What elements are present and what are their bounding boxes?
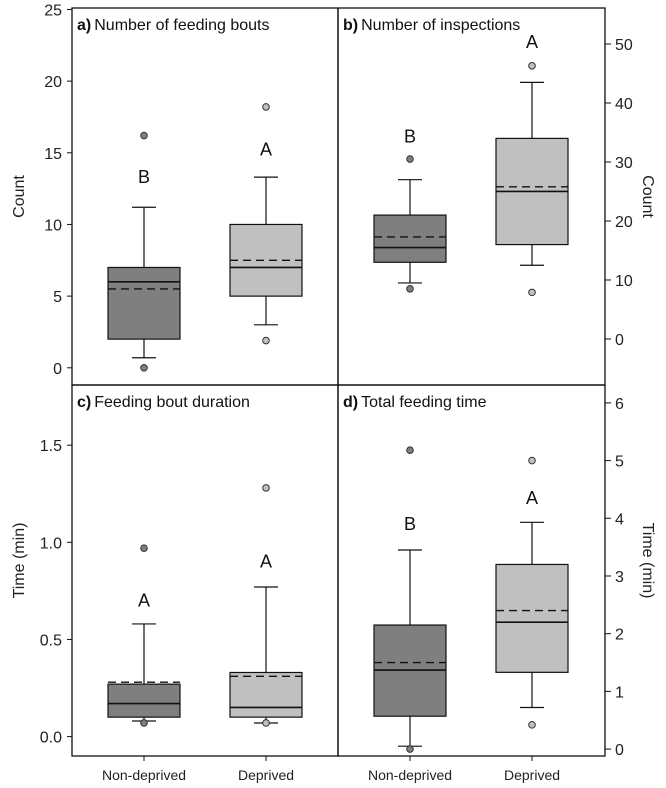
- panel-a: a) Number of feeding bouts 0 5 10 15 20 25 Count…: [11, 2, 339, 386]
- box-non-deprived: A: [107, 544, 181, 727]
- significance-letter: A: [526, 32, 538, 52]
- outlier-point: [140, 363, 148, 372]
- outlier-point: [406, 745, 414, 753]
- y-tick-label: 5: [615, 454, 624, 471]
- panel-title-text: Number of feeding bouts: [94, 17, 269, 34]
- iqr-box: [107, 266, 181, 340]
- panel-tag: a): [77, 17, 91, 34]
- y-tick-label: 1.5: [40, 438, 62, 455]
- outlier-point: [140, 719, 148, 727]
- outlier-point: [140, 131, 148, 140]
- significance-letter: A: [526, 488, 538, 508]
- y-axis-title: Time (min): [11, 523, 28, 599]
- panel-title: d) Total feeding time: [343, 394, 487, 411]
- y-tick-label: 4: [615, 511, 624, 528]
- y-axis-title: Time (min): [639, 523, 656, 599]
- panel-tag: b): [343, 17, 358, 34]
- box-deprived: A: [495, 32, 569, 297]
- box-non-deprived: B: [373, 446, 447, 753]
- iqr-box: [107, 683, 181, 718]
- y-tick-label: 25: [44, 2, 62, 19]
- y-tick-label: 3: [615, 569, 624, 586]
- y-tick-label: 0: [615, 332, 624, 349]
- y-tick-label: 0: [615, 742, 624, 759]
- panel-title: c) Feeding bout duration: [77, 394, 250, 411]
- panel-title-text: Number of inspections: [361, 17, 520, 34]
- significance-letter: A: [260, 140, 272, 160]
- outlier-point: [406, 446, 414, 454]
- box-non-deprived: B: [107, 131, 181, 372]
- panel-c: c) Feeding bout duration 0.0 0.5 1.0 1.5 Time …: [11, 384, 339, 783]
- y-tick-label: 1.0: [40, 535, 62, 552]
- iqr-box: [229, 223, 303, 297]
- iqr-box: [373, 214, 447, 263]
- panel-title: b) Number of inspections: [343, 17, 520, 34]
- y-tick-label: 20: [615, 214, 633, 231]
- y-tick-label: 2: [615, 627, 624, 644]
- x-category-label: Non-deprived: [102, 767, 186, 783]
- box-deprived: A: [229, 103, 303, 345]
- significance-letter: B: [404, 514, 416, 534]
- box-non-deprived: B: [373, 127, 447, 293]
- outlier-point: [528, 456, 536, 465]
- panel-b: b) Number of inspections 0 10 20 30 40 50 Count B…: [337, 7, 656, 386]
- iqr-box: [229, 671, 303, 718]
- y-tick-label: 15: [44, 146, 62, 163]
- y-tick-label: 6: [615, 396, 624, 413]
- significance-letter: B: [404, 127, 416, 147]
- y-tick-label: 50: [615, 37, 633, 54]
- panel-tag: d): [343, 394, 358, 411]
- outlier-point: [262, 484, 270, 492]
- y-tick-label: 10: [44, 217, 62, 234]
- outlier-point: [528, 62, 536, 70]
- panel-d: d) Total feeding time 0 1 2 3 4 5 6 Time (min) B No…: [337, 384, 656, 783]
- significance-letter: A: [138, 590, 150, 610]
- x-category-label: Deprived: [238, 767, 294, 783]
- outlier-point: [406, 285, 414, 293]
- y-tick-label: 1: [615, 684, 624, 701]
- outlier-point: [262, 103, 270, 111]
- outlier-point: [262, 719, 270, 727]
- y-tick-label: 0.5: [40, 632, 62, 649]
- y-tick-label: 40: [615, 96, 633, 113]
- y-tick-label: 10: [615, 273, 633, 290]
- box-deprived: A: [495, 456, 569, 729]
- iqr-box: [495, 563, 569, 673]
- y-tick-label: 0: [53, 361, 62, 378]
- x-category-label: Deprived: [504, 767, 560, 783]
- panel-frame: [337, 384, 606, 757]
- outlier-point: [140, 544, 148, 552]
- panel-title-text: Total feeding time: [361, 394, 487, 411]
- significance-letter: A: [260, 552, 272, 572]
- box-deprived: A: [229, 484, 303, 727]
- outlier-point: [406, 155, 414, 163]
- outlier-point: [262, 336, 270, 345]
- y-tick-label: 0.0: [40, 730, 62, 747]
- y-tick-label: 5: [53, 289, 62, 306]
- y-axis-title: Count: [639, 175, 656, 218]
- y-tick-label: 20: [44, 74, 62, 91]
- y-axis-title: Count: [11, 175, 28, 218]
- panel-title: a) Number of feeding bouts: [77, 17, 269, 34]
- y-tick-label: 30: [615, 155, 633, 172]
- panel-title-text: Feeding bout duration: [94, 394, 250, 411]
- panel-tag: c): [77, 394, 91, 411]
- outlier-point: [528, 721, 536, 729]
- significance-letter: B: [138, 167, 150, 187]
- outlier-point: [528, 288, 536, 297]
- x-category-label: Non-deprived: [368, 767, 452, 783]
